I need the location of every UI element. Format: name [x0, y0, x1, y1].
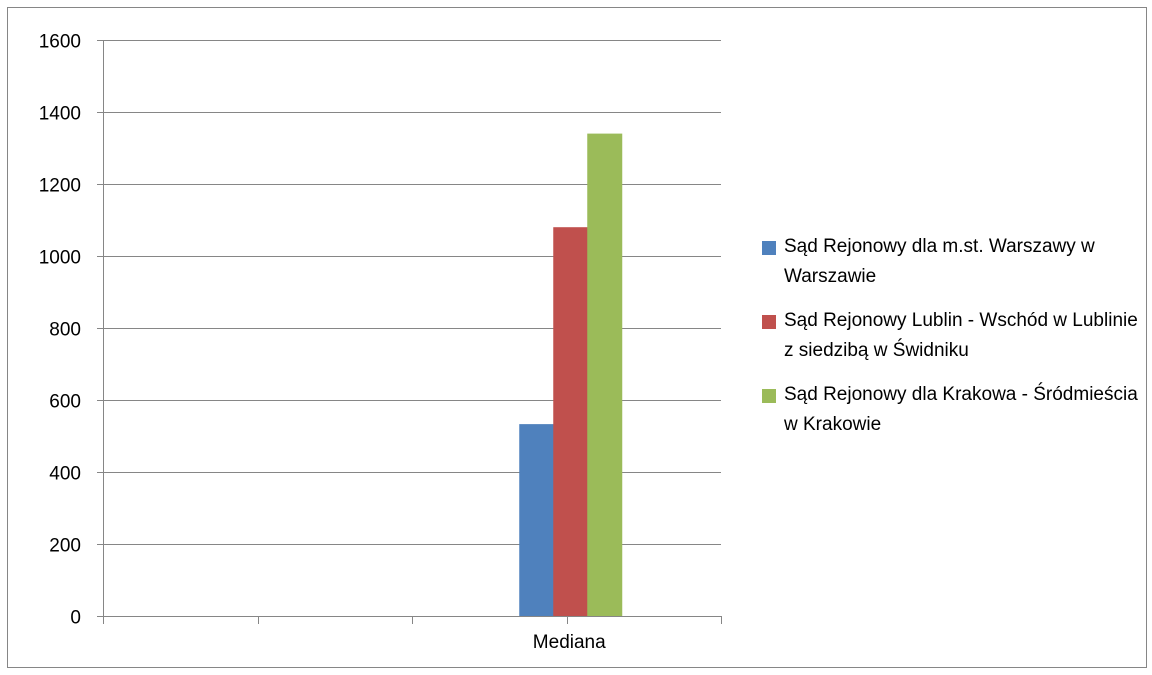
- y-tick-label-1000: 1000: [39, 248, 81, 269]
- legend-label-krakow: Sąd Rejonowy dla Krakowa - Śródmieścia w…: [784, 384, 1138, 435]
- y-tick-label-1600: 1600: [39, 32, 81, 53]
- legend-item-krakow: Sąd Rejonowy dla Krakowa - Śródmieścia w…: [762, 380, 1152, 440]
- legend-swatch-krakow: [762, 389, 776, 403]
- gridlines: [103, 40, 721, 545]
- legend-swatch-lublin: [762, 315, 776, 329]
- bar-series-0-category-0: [519, 424, 555, 616]
- y-tick-label-200: 200: [49, 536, 81, 557]
- y-tick-label-1200: 1200: [39, 176, 81, 197]
- bars: [519, 133, 623, 616]
- axes: [97, 40, 722, 624]
- y-tick-label-400: 400: [49, 464, 81, 485]
- legend-swatch-warszawa: [762, 241, 776, 255]
- legend-label-lublin: Sąd Rejonowy Lublin - Wschód w Lublinie …: [784, 310, 1138, 361]
- legend-item-warszawa: Sąd Rejonowy dla m.st. Warszawy w Warsza…: [762, 232, 1152, 292]
- y-tick-label-800: 800: [49, 320, 81, 341]
- legend-item-lublin: Sąd Rejonowy Lublin - Wschód w Lublinie …: [762, 306, 1152, 366]
- bar-series-2-category-0: [587, 133, 623, 616]
- y-tick-label-0: 0: [70, 608, 81, 629]
- legend: Sąd Rejonowy dla m.st. Warszawy w Warsza…: [762, 232, 1152, 454]
- y-axis-tick-labels: 0 200 400 600 800 1000 1200 1400 1600: [39, 32, 81, 629]
- x-axis-category-labels: Mediana: [533, 632, 606, 653]
- bar-series-1-category-0: [553, 227, 589, 616]
- y-tick-label-1400: 1400: [39, 104, 81, 125]
- y-tick-label-600: 600: [49, 392, 81, 413]
- x-category-label-0: Mediana: [533, 632, 606, 653]
- legend-label-warszawa: Sąd Rejonowy dla m.st. Warszawy w Warsza…: [784, 236, 1095, 287]
